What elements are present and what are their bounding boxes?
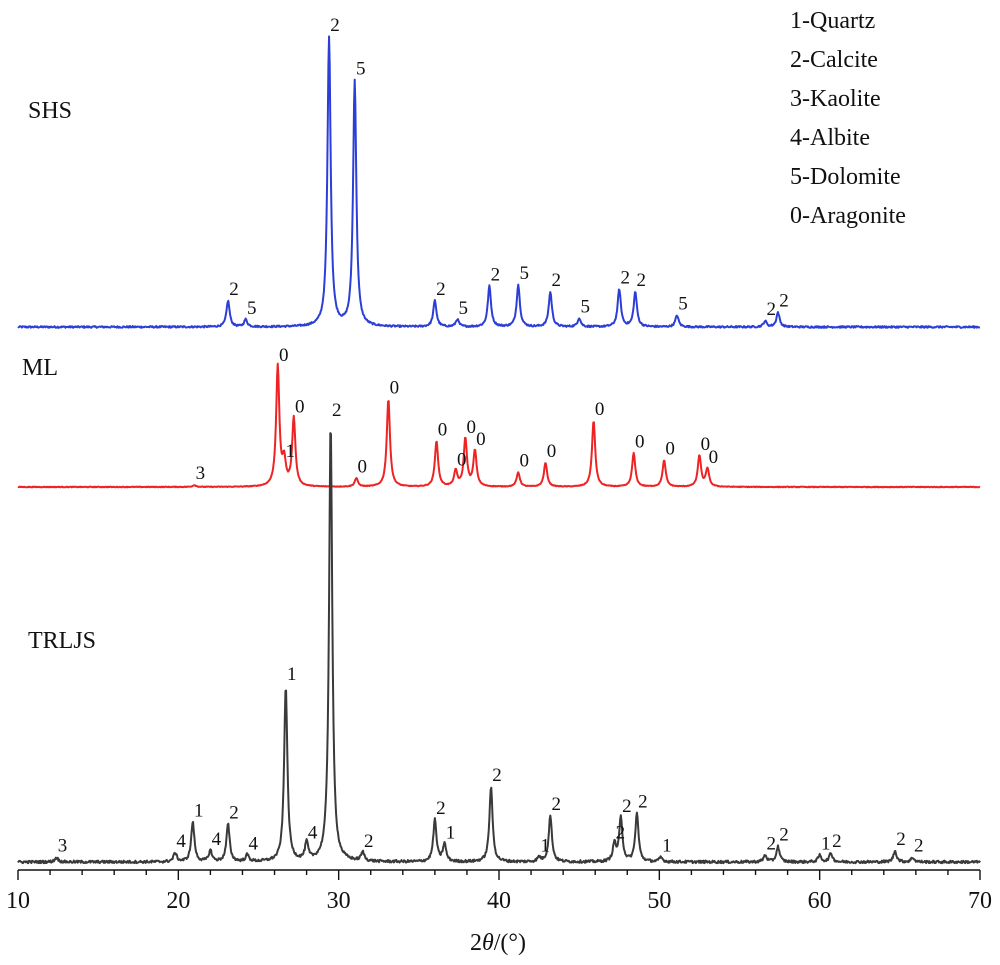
traces-layer [17, 35, 981, 865]
peak-label: 0 [547, 441, 557, 462]
peak-label: 0 [709, 447, 719, 468]
x-tick-label: 60 [808, 888, 832, 914]
legend: 1-Quartz 2-Calcite 3-Kaolite 4-Albite 5-Dolo… [790, 8, 906, 229]
legend-entry: 1-Quartz [790, 8, 875, 34]
series-line-ml [17, 362, 981, 489]
peak-label: 2 [766, 833, 776, 854]
peak-label: 2 [896, 829, 906, 850]
peak-label: 2 [766, 299, 776, 320]
peak-label: 4 [249, 833, 259, 854]
series-label-trljs: TRLJS [28, 628, 96, 654]
legend-entry: 5-Dolomite [790, 164, 901, 190]
peak-label: 3 [196, 463, 206, 484]
peak-label: 0 [701, 434, 711, 455]
peak-label: 1 [821, 833, 831, 854]
peak-label: 0 [390, 377, 400, 398]
peak-label: 0 [476, 429, 486, 450]
peak-label: 1 [540, 836, 550, 857]
peak-label: 2 [621, 267, 631, 288]
series-label-shs: SHS [28, 98, 72, 124]
x-tick-label: 10 [6, 888, 30, 914]
peak-label: 2 [491, 264, 501, 285]
peak-label: 2 [914, 836, 924, 857]
x-tick-label: 50 [647, 888, 671, 914]
peak-label: 2 [436, 279, 446, 300]
peak-label: 0 [467, 417, 477, 438]
peak-label: 0 [519, 451, 529, 472]
peak-label: 1 [662, 836, 672, 857]
peak-label: 2 [552, 270, 562, 291]
peak-label: 0 [665, 439, 675, 460]
legend-entry: 0-Aragonite [790, 203, 906, 229]
x-label-theta: θ [482, 930, 494, 956]
x-label-suffix: /(°) [494, 930, 526, 956]
peak-label: 2 [622, 796, 632, 817]
legend-entry: 2-Calcite [790, 47, 878, 73]
x-tick-label: 30 [327, 888, 351, 914]
peak-label: 5 [678, 293, 688, 314]
peak-label: 1 [194, 800, 204, 821]
x-axis-label: 2θ/(°) [470, 930, 526, 956]
peak-label: 1 [285, 441, 295, 462]
x-tick-label: 40 [487, 888, 511, 914]
peak-label: 2 [832, 831, 842, 852]
peak-label: 2 [229, 279, 239, 300]
peak-label: 0 [279, 345, 289, 366]
peak-label: 2 [638, 792, 648, 813]
peak-label: 2 [637, 270, 647, 291]
peak-label: 2 [779, 291, 789, 312]
peak-label: 0 [438, 419, 448, 440]
peak-label: 2 [332, 400, 342, 421]
peak-label: 0 [295, 397, 305, 418]
peak-label: 4 [176, 831, 186, 852]
peak-label: 2 [492, 765, 502, 786]
series-line-trljs [17, 432, 981, 865]
peak-label: 5 [519, 263, 529, 284]
series-labels-layer: SHS ML TRLJS [22, 98, 96, 654]
legend-entry: 3-Kaolite [790, 86, 881, 112]
series-line-shs [17, 35, 981, 329]
legend-entry: 4-Albite [790, 125, 870, 151]
peak-label: 1 [446, 822, 456, 843]
peak-label: 2 [364, 831, 374, 852]
peak-label: 2 [436, 798, 446, 819]
x-label-prefix: 2 [470, 930, 482, 956]
peak-label: 1 [287, 664, 297, 685]
peak-label: 2 [229, 803, 239, 824]
peak-label: 5 [459, 298, 469, 319]
series-label-ml: ML [22, 355, 58, 381]
peak-label: 2 [552, 794, 562, 815]
peak-label: 0 [635, 431, 645, 452]
peak-label: 0 [358, 457, 368, 478]
x-tick-label: 20 [166, 888, 190, 914]
peak-label: 5 [356, 59, 366, 80]
peak-label: 2 [616, 822, 626, 843]
peak-label: 4 [308, 822, 318, 843]
peak-label: 5 [580, 296, 590, 317]
peak-label: 2 [330, 15, 340, 36]
x-tick-label: 70 [968, 888, 992, 914]
peak-label: 0 [457, 449, 467, 470]
x-axis: 10 20 30 40 50 60 70 [6, 869, 992, 914]
peak-label: 4 [212, 829, 222, 850]
peak-label: 2 [779, 825, 789, 846]
peak-label: 5 [247, 298, 257, 319]
peak-label: 3 [58, 836, 68, 857]
peak-label: 0 [595, 399, 605, 420]
